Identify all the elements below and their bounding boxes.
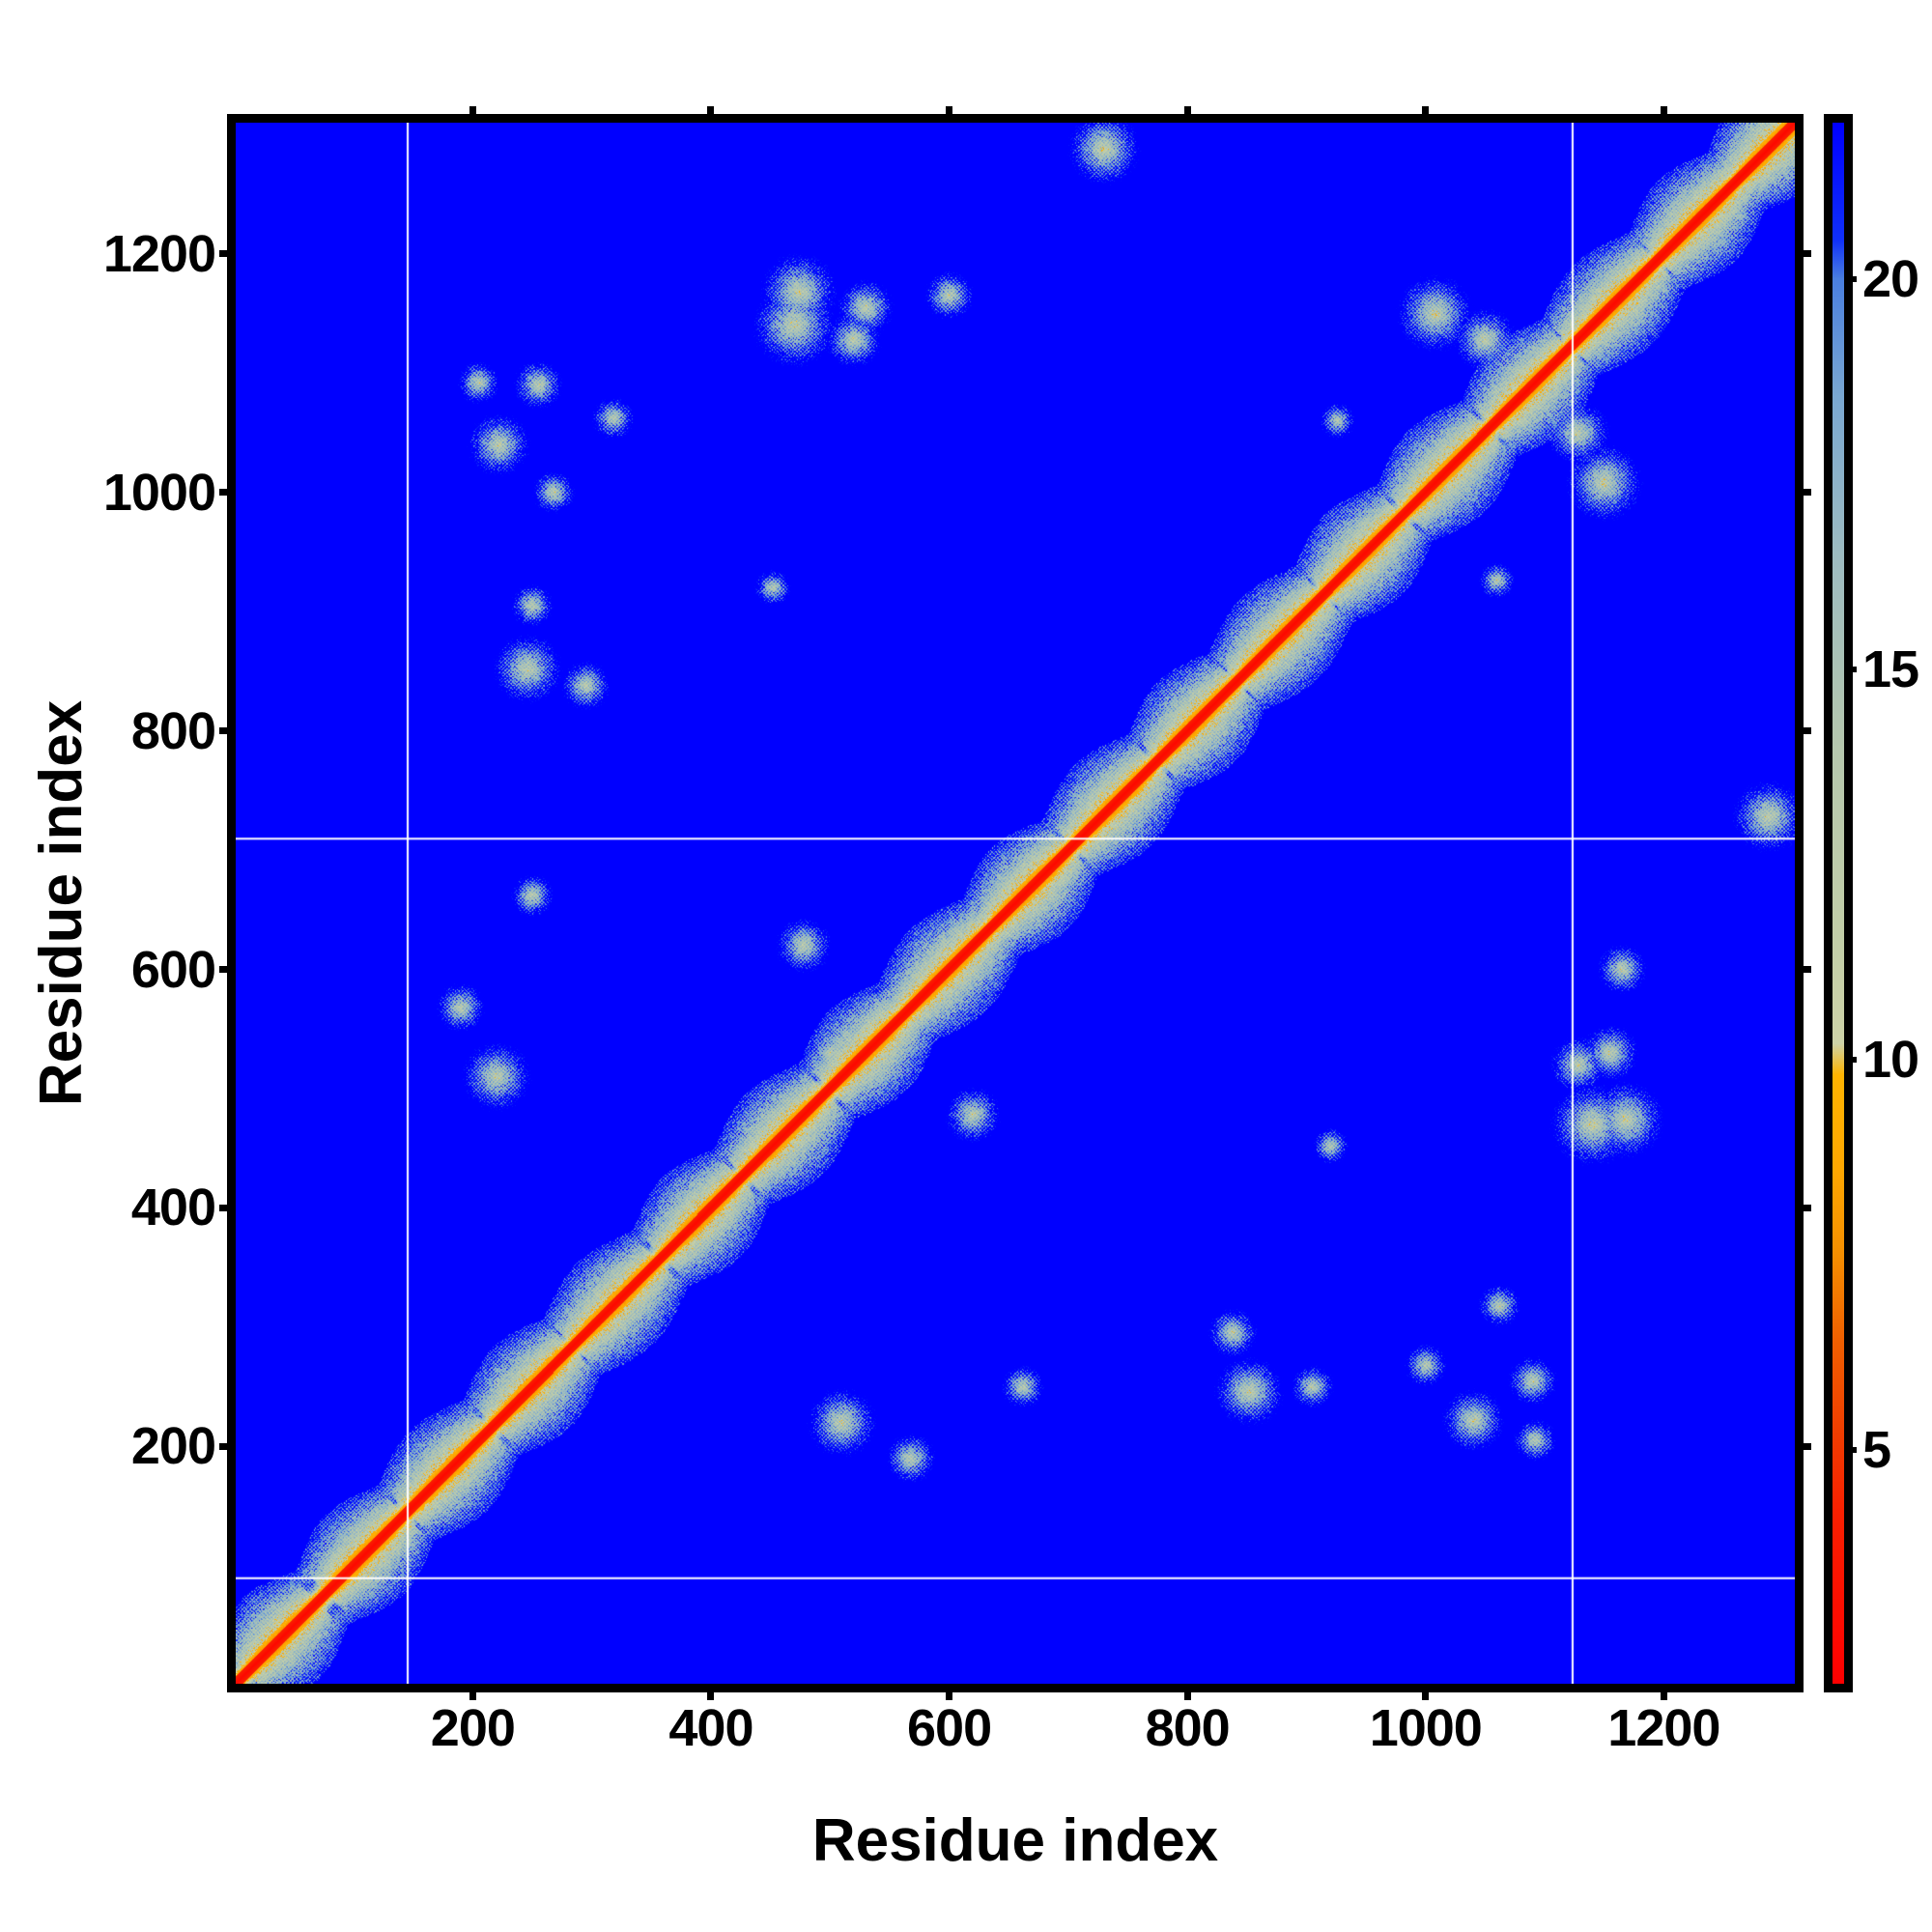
y-tick-left (219, 489, 236, 497)
y-tick-left (219, 250, 236, 258)
x-tick-label: 800 (1145, 1699, 1231, 1757)
y-tick-left (219, 1442, 236, 1450)
y-tick-left (219, 966, 236, 974)
x-tick-top (1183, 106, 1191, 123)
colorbar-tick (1844, 1056, 1857, 1063)
colorbar (1824, 114, 1853, 1692)
x-tick-bottom (1660, 1684, 1667, 1700)
colorbar-tick (1844, 666, 1857, 672)
y-tick-label: 200 (130, 1417, 216, 1476)
x-tick-label: 200 (430, 1699, 516, 1757)
y-tick-left (219, 727, 236, 735)
x-tick-top (946, 106, 953, 123)
x-tick-top (469, 106, 476, 123)
colorbar-gradient (1833, 123, 1844, 1684)
x-tick-top (1422, 106, 1430, 123)
colorbar-tick-label: 20 (1862, 249, 1919, 308)
x-tick-top (707, 106, 715, 123)
y-tick-label: 1000 (102, 463, 216, 522)
x-tick-bottom (1183, 1684, 1191, 1700)
y-tick-left (219, 1204, 236, 1211)
colorbar-tick-label: 5 (1862, 1420, 1891, 1479)
x-tick-label: 1200 (1607, 1699, 1720, 1757)
colorbar-tick-label: 15 (1862, 639, 1919, 698)
y-tick-label: 800 (130, 701, 216, 760)
y-tick-right (1795, 489, 1811, 497)
contact-map-plot (227, 114, 1804, 1692)
x-tick-bottom (946, 1684, 953, 1700)
x-tick-label: 1000 (1369, 1699, 1483, 1757)
y-tick-right (1795, 727, 1811, 735)
y-tick-label: 400 (130, 1179, 216, 1237)
colorbar-tick-label: 10 (1862, 1030, 1919, 1089)
x-tick-label: 400 (668, 1699, 753, 1757)
y-tick-right (1795, 1204, 1811, 1211)
x-tick-bottom (469, 1684, 476, 1700)
y-tick-right (1795, 250, 1811, 258)
x-axis-title: Residue index (811, 1807, 1219, 1874)
y-tick-right (1795, 1442, 1811, 1450)
y-tick-label: 600 (130, 940, 216, 999)
x-tick-bottom (1422, 1684, 1430, 1700)
colorbar-tick (1844, 1446, 1857, 1453)
y-axis-title: Residue index (28, 699, 95, 1107)
heatmap-image (236, 123, 1795, 1684)
colorbar-tick (1844, 275, 1857, 282)
x-tick-bottom (707, 1684, 715, 1700)
y-tick-right (1795, 966, 1811, 974)
x-tick-top (1660, 106, 1667, 123)
x-tick-label: 600 (907, 1699, 992, 1757)
y-tick-label: 1200 (102, 224, 216, 283)
